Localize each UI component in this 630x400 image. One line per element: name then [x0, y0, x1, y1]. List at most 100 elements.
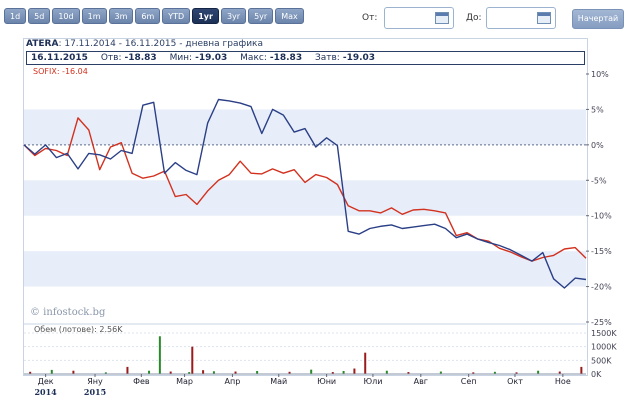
volume-bar: [169, 371, 172, 374]
period-button-3yr[interactable]: 3yr: [220, 8, 247, 24]
period-button-max[interactable]: Max: [275, 8, 304, 24]
volume-label: Обем (лотове): 2.56K: [34, 325, 123, 334]
y-tick-label: -10%: [591, 212, 612, 221]
sofix-legend-label: SOFIX: -16.04: [33, 67, 88, 76]
volume-bars: [29, 336, 583, 374]
calendar-icon[interactable]: [537, 12, 551, 24]
open-value: -18.83: [124, 53, 157, 63]
from-label: От:: [362, 13, 378, 23]
volume-bar: [385, 370, 388, 374]
x-tick-label: Мар: [176, 377, 193, 386]
x-year-label: 2014: [34, 387, 57, 397]
draw-chart-button[interactable]: Начертай: [572, 9, 624, 29]
series-lines: [23, 98, 587, 289]
max-label: Макс:: [240, 53, 267, 63]
x-tick-label: Окт: [507, 377, 523, 386]
volume-bar: [580, 366, 583, 374]
chart-subtitle: : 17.11.2014 - 16.11.2015 - дневна графи…: [58, 39, 264, 49]
background-band: [24, 180, 586, 216]
volume-bar: [29, 371, 32, 374]
period-button-1yr[interactable]: 1yr: [192, 8, 219, 24]
max-value: -18.83: [269, 53, 303, 63]
x-tick-label: Май: [270, 377, 287, 386]
ticker: ATERA: [26, 39, 59, 49]
volume-tick-label: 500K: [591, 356, 612, 365]
chart-title: ATERA: 17.11.2014 - 16.11.2015 - дневна …: [26, 39, 263, 49]
volume-bar: [353, 368, 356, 374]
close-label: Затв:: [314, 53, 340, 63]
period-selector: 1d 5d 10d 1m 3m 6m YTD 1yr 3yr 5yr Max: [4, 8, 304, 24]
period-button-10d[interactable]: 10d: [52, 8, 80, 24]
period-button-5d[interactable]: 5d: [28, 8, 51, 24]
y-tick-label: -5%: [591, 176, 607, 185]
volume-bar: [439, 371, 442, 374]
series-line-atera: [23, 98, 587, 289]
info-date: 16.11.2015: [31, 53, 88, 63]
ohlc-info-bar: 16.11.2015 Отв: -18.83 Мин: -19.03 Макс: -1…: [26, 51, 585, 65]
volume-bar: [104, 372, 107, 374]
volume-bar: [310, 369, 313, 374]
y-tick-label: 5%: [591, 105, 604, 114]
x-tick-label: Апр: [225, 377, 241, 386]
volume-bar: [158, 336, 161, 374]
calendar-icon[interactable]: [435, 12, 449, 24]
volume-bar: [364, 352, 367, 374]
x-tick-label: Авг: [414, 377, 428, 386]
x-tick-label: Ное: [555, 377, 571, 386]
background-bands: [24, 109, 586, 287]
background-band: [24, 109, 586, 145]
min-label: Мин:: [169, 53, 193, 63]
volume-tick-label: 0K: [591, 370, 602, 379]
volume-bar: [188, 372, 191, 374]
period-button-1d[interactable]: 1d: [4, 8, 27, 24]
volume-bar: [191, 346, 194, 374]
from-date-input[interactable]: [384, 7, 454, 29]
x-tick-label: Юни: [317, 377, 336, 386]
y-tick-label: 0%: [591, 141, 604, 150]
volume-bar: [234, 371, 237, 374]
period-button-5yr[interactable]: 5yr: [248, 8, 274, 24]
background-band: [24, 251, 586, 287]
x-tick-label: Дек: [38, 377, 54, 386]
y-tick-label: -20%: [591, 283, 612, 292]
volume-tick-label: 1000K: [591, 343, 617, 352]
volume-bar: [148, 370, 151, 374]
volume-bar: [558, 371, 561, 374]
volume-bar: [515, 372, 518, 374]
period-button-3m[interactable]: 3m: [108, 8, 134, 24]
volume-bar: [407, 372, 410, 374]
volume-bar: [493, 371, 496, 374]
x-year-label: 2015: [84, 387, 106, 397]
y-axis: 10% 5% 0% -5% -10% -15% -20% -25%: [586, 70, 612, 327]
period-button-6m[interactable]: 6m: [135, 8, 161, 24]
to-date-input[interactable]: [486, 7, 556, 29]
volume-bar: [331, 372, 334, 374]
volume-bar: [256, 370, 259, 374]
volume-bar: [212, 371, 215, 374]
volume-bar: [50, 369, 53, 374]
min-value: -19.03: [195, 53, 228, 63]
volume-bar: [202, 370, 205, 374]
period-button-ytd[interactable]: YTD: [162, 8, 191, 24]
open-label: Отв:: [100, 53, 122, 63]
volume-bar: [126, 366, 129, 374]
watermark: © infostock.bg: [30, 307, 106, 318]
volume-axis: 1500K 1000K 500K 0K: [24, 329, 617, 379]
y-tick-label: -15%: [591, 247, 612, 256]
period-button-1m[interactable]: 1m: [81, 8, 107, 24]
close-value: -19.03: [342, 53, 376, 63]
x-tick-label: Юли: [363, 377, 382, 386]
y-tick-label: 10%: [591, 70, 609, 79]
y-tick-label: -25%: [591, 318, 612, 327]
x-tick-label: Яну: [87, 377, 103, 386]
volume-bar: [537, 370, 540, 374]
x-tick-label: Сеп: [461, 377, 477, 386]
toolbar: 1d 5d 10d 1m 3m 6m YTD 1yr 3yr 5yr Max От: До: Нач…: [0, 0, 630, 38]
volume-bar: [288, 371, 291, 374]
x-tick-label: Фев: [133, 377, 150, 386]
volume-bar: [342, 370, 345, 374]
volume-tick-label: 1500K: [591, 329, 617, 338]
to-label: До:: [466, 13, 482, 23]
